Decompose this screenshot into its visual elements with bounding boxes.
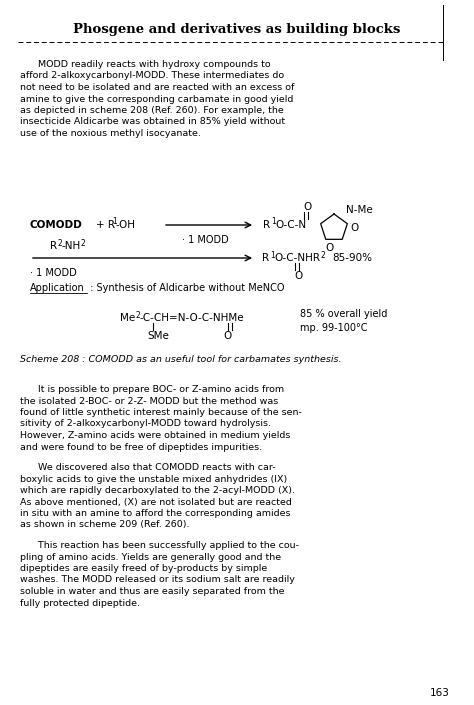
Text: O: O <box>350 223 358 233</box>
Text: As above mentioned, (X) are not isolated but are reacted: As above mentioned, (X) are not isolated… <box>20 498 292 506</box>
Text: boxylic acids to give the unstable mixed anhydrides (IX): boxylic acids to give the unstable mixed… <box>20 474 287 484</box>
Text: as depicted in scheme 208 (Ref. 260). For example, the: as depicted in scheme 208 (Ref. 260). Fo… <box>20 106 284 115</box>
Text: 1: 1 <box>112 218 117 226</box>
Text: O: O <box>304 202 312 212</box>
Text: Me: Me <box>120 313 135 323</box>
Text: SMe: SMe <box>147 331 169 341</box>
Text: 1: 1 <box>270 250 275 259</box>
Text: pling of amino acids. Yields are generally good and the: pling of amino acids. Yields are general… <box>20 553 281 561</box>
Text: 1: 1 <box>271 218 276 226</box>
Text: soluble in water and thus are easily separated from the: soluble in water and thus are easily sep… <box>20 587 284 596</box>
Text: found of little synthetic interest mainly because of the sen-: found of little synthetic interest mainl… <box>20 408 302 417</box>
Text: not need to be isolated and are reacted with an excess of: not need to be isolated and are reacted … <box>20 83 294 92</box>
Text: 85-90%: 85-90% <box>332 253 372 263</box>
Text: R: R <box>50 241 57 251</box>
Text: -NH: -NH <box>62 241 81 251</box>
Text: O-C-NHR: O-C-NHR <box>274 253 320 263</box>
Text: insecticide Aldicarbe was obtained in 85% yield without: insecticide Aldicarbe was obtained in 85… <box>20 118 285 126</box>
Text: as shown in scheme 209 (Ref. 260).: as shown in scheme 209 (Ref. 260). <box>20 520 190 529</box>
Text: 163: 163 <box>430 688 450 698</box>
Text: · 1 MODD: · 1 MODD <box>30 268 77 278</box>
Text: MODD readily reacts with hydroxy compounds to: MODD readily reacts with hydroxy compoun… <box>20 60 271 69</box>
Text: washes. The MODD released or its sodium salt are readily: washes. The MODD released or its sodium … <box>20 575 295 584</box>
Text: 2: 2 <box>321 250 326 259</box>
Text: 2: 2 <box>81 238 86 247</box>
Text: It is possible to prepare BOC- or Z-amino acids from: It is possible to prepare BOC- or Z-amin… <box>20 385 284 394</box>
Text: -OH: -OH <box>116 220 136 230</box>
Text: in situ with an amine to afford the corresponding amides: in situ with an amine to afford the corr… <box>20 509 291 518</box>
Text: Scheme 208 : COMODD as an useful tool for carbamates synthesis.: Scheme 208 : COMODD as an useful tool fo… <box>20 355 341 364</box>
Text: : Synthesis of Aldicarbe without MeNCO: : Synthesis of Aldicarbe without MeNCO <box>87 283 284 293</box>
Text: dipeptides are easily freed of by-products by simple: dipeptides are easily freed of by-produc… <box>20 564 267 573</box>
Text: O: O <box>224 331 232 341</box>
Text: fully protected dipeptide.: fully protected dipeptide. <box>20 599 140 608</box>
Text: · 1 MODD: · 1 MODD <box>182 235 228 245</box>
Text: the isolated 2-BOC- or 2-Z- MODD but the method was: the isolated 2-BOC- or 2-Z- MODD but the… <box>20 396 278 405</box>
Text: Phosgene and derivatives as building blocks: Phosgene and derivatives as building blo… <box>73 23 401 37</box>
Text: 2: 2 <box>58 238 63 247</box>
Text: amine to give the corresponding carbamate in good yield: amine to give the corresponding carbamat… <box>20 94 293 104</box>
Text: We discovered also that COMODD reacts with car-: We discovered also that COMODD reacts wi… <box>20 463 275 472</box>
Text: O-C-N: O-C-N <box>275 220 306 230</box>
Text: O: O <box>326 243 334 253</box>
Text: Application: Application <box>30 283 85 293</box>
Text: + R: + R <box>96 220 115 230</box>
Text: -C-CH=N-O-C-NHMe: -C-CH=N-O-C-NHMe <box>140 313 245 323</box>
Text: N-Me: N-Me <box>346 205 373 215</box>
Text: O: O <box>295 271 303 281</box>
Text: afford 2-alkoxycarbonyl-MODD. These intermediates do: afford 2-alkoxycarbonyl-MODD. These inte… <box>20 71 284 80</box>
Text: R: R <box>262 253 269 263</box>
Text: 2: 2 <box>136 310 141 319</box>
Text: R: R <box>263 220 270 230</box>
Text: use of the noxious methyl isocyanate.: use of the noxious methyl isocyanate. <box>20 129 201 138</box>
Text: sitivity of 2-alkoxycarbonyl-MODD toward hydrolysis.: sitivity of 2-alkoxycarbonyl-MODD toward… <box>20 419 271 429</box>
Text: mp. 99-100°C: mp. 99-100°C <box>300 323 367 333</box>
Text: However, Z-amino acids were obtained in medium yields: However, Z-amino acids were obtained in … <box>20 431 291 440</box>
Text: This reaction has been successfully applied to the cou-: This reaction has been successfully appl… <box>20 541 299 550</box>
Text: which are rapidly decarboxylated to the 2-acyl-MODD (X).: which are rapidly decarboxylated to the … <box>20 486 295 495</box>
Text: and were found to be free of dipeptides impurities.: and were found to be free of dipeptides … <box>20 443 262 451</box>
Text: COMODD: COMODD <box>30 220 83 230</box>
Text: 85 % overall yield: 85 % overall yield <box>300 309 387 319</box>
